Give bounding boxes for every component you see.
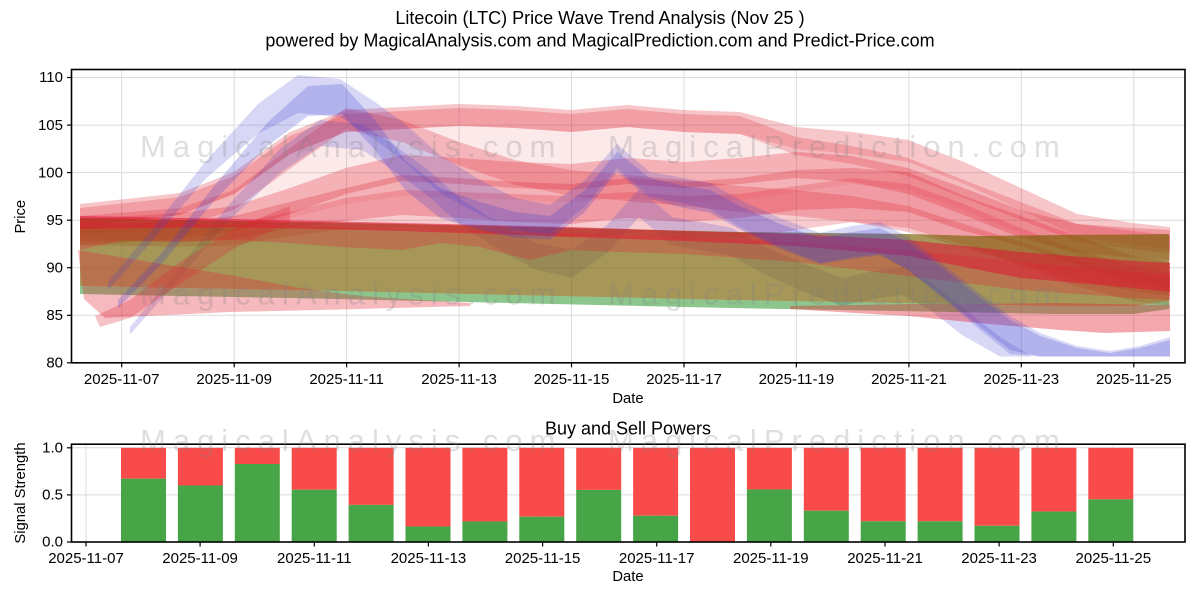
svg-text:2025-11-07: 2025-11-07	[48, 550, 124, 567]
svg-text:95: 95	[46, 212, 63, 229]
svg-text:MagicalAnalysis.com: MagicalAnalysis.com	[140, 423, 562, 458]
svg-text:2025-11-07: 2025-11-07	[84, 371, 160, 388]
svg-text:2025-11-15: 2025-11-15	[534, 371, 610, 388]
svg-text:2025-11-09: 2025-11-09	[196, 371, 272, 388]
svg-text:MagicalAnalysis.com: MagicalAnalysis.com	[140, 129, 562, 164]
svg-text:2025-11-09: 2025-11-09	[162, 550, 238, 567]
svg-text:85: 85	[46, 307, 63, 324]
svg-text:2025-11-25: 2025-11-25	[1075, 550, 1151, 567]
svg-text:Price: Price	[13, 200, 29, 234]
svg-text:2025-11-17: 2025-11-17	[646, 371, 722, 388]
svg-text:Date: Date	[612, 569, 643, 585]
svg-text:80: 80	[46, 355, 63, 372]
svg-text:Date: Date	[612, 391, 643, 407]
svg-text:2025-11-11: 2025-11-11	[309, 371, 384, 388]
svg-text:110: 110	[39, 69, 63, 86]
svg-text:2025-11-13: 2025-11-13	[421, 371, 497, 388]
svg-text:0.0: 0.0	[42, 534, 63, 551]
svg-text:0.5: 0.5	[42, 487, 63, 504]
svg-text:2025-11-13: 2025-11-13	[391, 550, 467, 567]
svg-text:100: 100	[38, 164, 63, 181]
svg-text:2025-11-25: 2025-11-25	[1096, 371, 1172, 388]
svg-text:Litecoin (LTC) Price Wave Tren: Litecoin (LTC) Price Wave Trend Analysis…	[395, 8, 804, 28]
svg-text:Signal Strength: Signal Strength	[13, 442, 29, 543]
svg-text:2025-11-15: 2025-11-15	[505, 550, 581, 567]
svg-text:MagicalPrediction.com: MagicalPrediction.com	[608, 129, 1067, 164]
svg-text:90: 90	[46, 259, 63, 276]
svg-text:2025-11-19: 2025-11-19	[733, 550, 809, 567]
svg-text:powered by MagicalAnalysis.com: powered by MagicalAnalysis.com and Magic…	[265, 31, 934, 51]
svg-text:2025-11-23: 2025-11-23	[983, 371, 1059, 388]
svg-text:Buy and Sell Powers: Buy and Sell Powers	[545, 419, 711, 439]
svg-text:2025-11-21: 2025-11-21	[847, 550, 923, 567]
svg-text:2025-11-23: 2025-11-23	[961, 550, 1037, 567]
svg-text:MagicalPrediction.com: MagicalPrediction.com	[608, 277, 1067, 312]
svg-text:2025-11-19: 2025-11-19	[759, 371, 835, 388]
svg-text:1.0: 1.0	[42, 440, 63, 457]
svg-text:2025-11-17: 2025-11-17	[619, 550, 695, 567]
svg-text:MagicalAnalysis.com: MagicalAnalysis.com	[140, 277, 562, 312]
svg-text:2025-11-21: 2025-11-21	[871, 371, 947, 388]
svg-text:2025-11-11: 2025-11-11	[277, 550, 352, 567]
svg-text:MagicalPrediction.com: MagicalPrediction.com	[608, 423, 1067, 458]
svg-text:105: 105	[38, 117, 63, 134]
